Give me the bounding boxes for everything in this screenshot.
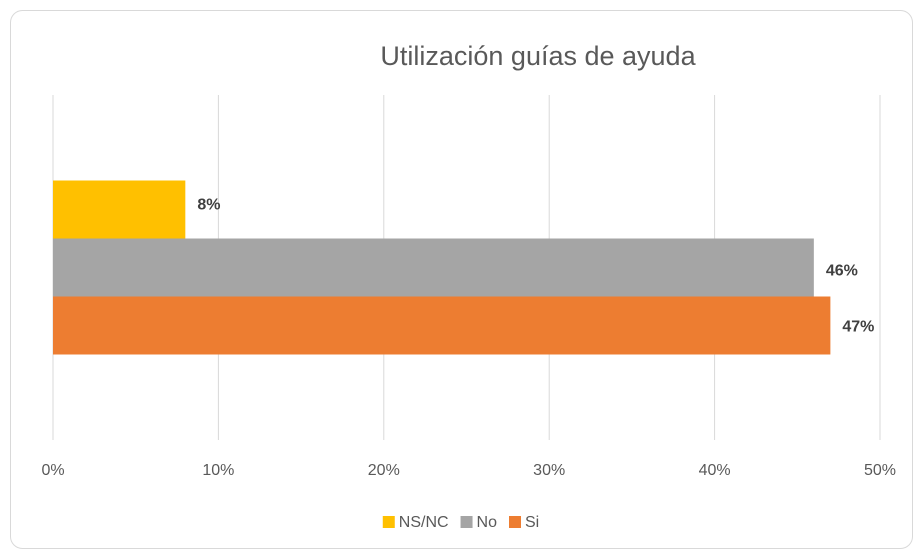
value-label: 8% [197, 197, 220, 214]
legend-label: NS/NC [399, 514, 449, 531]
x-tick-label: 20% [368, 462, 400, 479]
x-tick-label: 0% [41, 462, 64, 479]
x-tick-label: 30% [533, 462, 565, 479]
bar [53, 296, 831, 355]
legend-swatch [460, 516, 473, 528]
chart-title: Utilización guías de ayuda [380, 41, 696, 71]
x-tick-label: 50% [864, 462, 896, 479]
legend-swatch [509, 516, 521, 528]
value-label: 47% [842, 319, 874, 336]
x-tick-label: 10% [202, 462, 234, 479]
x-tick-label: 40% [699, 462, 731, 479]
bar [53, 180, 186, 239]
legend-label: Si [525, 514, 539, 531]
bar [53, 238, 814, 297]
legend-label: No [477, 514, 498, 531]
value-label: 46% [826, 263, 858, 280]
legend-swatch [382, 516, 395, 528]
